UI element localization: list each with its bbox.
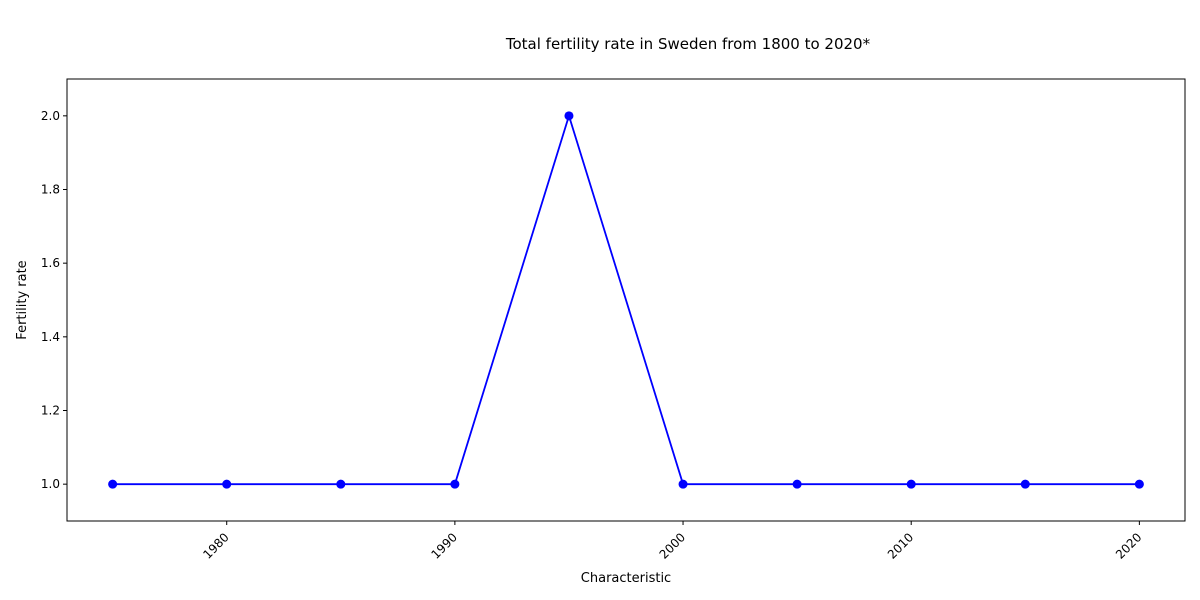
series-layer: [108, 111, 1144, 489]
x-tick-label: 2000: [657, 530, 688, 561]
data-point: [1020, 479, 1030, 489]
data-point: [906, 479, 916, 489]
y-tick-label: 1.6: [41, 256, 60, 270]
x-axis: 1980 1990 2000 2010 2020: [200, 521, 1144, 562]
data-point: [222, 479, 232, 489]
y-tick-label: 1.0: [41, 477, 60, 491]
y-tick-label: 2.0: [41, 109, 60, 123]
y-tick-label: 1.4: [41, 330, 60, 344]
data-point: [1134, 479, 1144, 489]
x-tick-label: 1980: [200, 530, 231, 561]
data-point: [564, 111, 574, 121]
chart-title: Total fertility rate in Sweden from 1800…: [505, 35, 871, 53]
data-point: [108, 479, 118, 489]
y-axis-label: Fertility rate: [15, 260, 30, 339]
y-tick-label: 1.8: [41, 183, 60, 197]
plot-area: [66, 78, 1186, 522]
y-tick-label: 1.2: [41, 404, 60, 418]
data-point: [336, 479, 346, 489]
data-point: [678, 479, 688, 489]
x-tick-label: 2020: [1113, 530, 1144, 561]
data-point: [450, 479, 460, 489]
x-tick-label: 1990: [428, 530, 459, 561]
x-axis-label: Characteristic: [581, 571, 671, 586]
x-tick-label: 2010: [885, 530, 916, 561]
data-point: [792, 479, 802, 489]
y-axis: 1.0 1.2 1.4 1.6 1.8 2.0: [41, 109, 67, 491]
series-line: [112, 112, 1140, 486]
